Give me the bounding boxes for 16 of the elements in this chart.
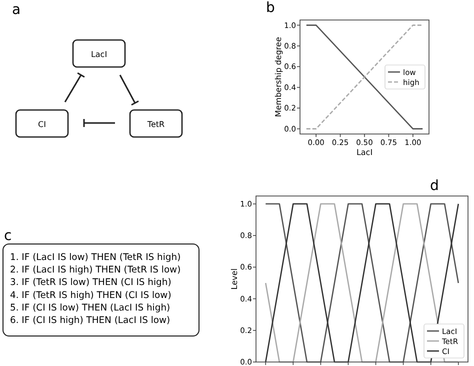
x-axis-title: LacI	[356, 148, 373, 157]
chart-title: d	[430, 178, 439, 194]
text: TetR	[146, 120, 166, 129]
y-axis-title: Membership degree	[274, 36, 283, 118]
text: 3. IF (TetR IS low) THEN (CI IS high)	[10, 277, 172, 288]
text: 2. IF (LacI IS high) THEN (TetR IS low)	[10, 264, 181, 276]
text: 6. IF (CI IS high) THEN (LacI IS low)	[10, 315, 170, 326]
y-axis-title: Level	[230, 268, 239, 290]
text: LacI	[90, 50, 108, 59]
text: 4. IF (TetR IS high) THEN (CI IS low)	[10, 290, 172, 301]
chart-title: b	[266, 0, 275, 16]
text: 5. IF (CI IS low) THEN (LacI IS high)	[10, 302, 170, 314]
text: CI	[38, 120, 46, 129]
text: c	[4, 228, 12, 244]
text: 1. IF (LacI IS low) THEN (TetR IS high)	[10, 252, 181, 263]
text: a	[12, 2, 21, 18]
